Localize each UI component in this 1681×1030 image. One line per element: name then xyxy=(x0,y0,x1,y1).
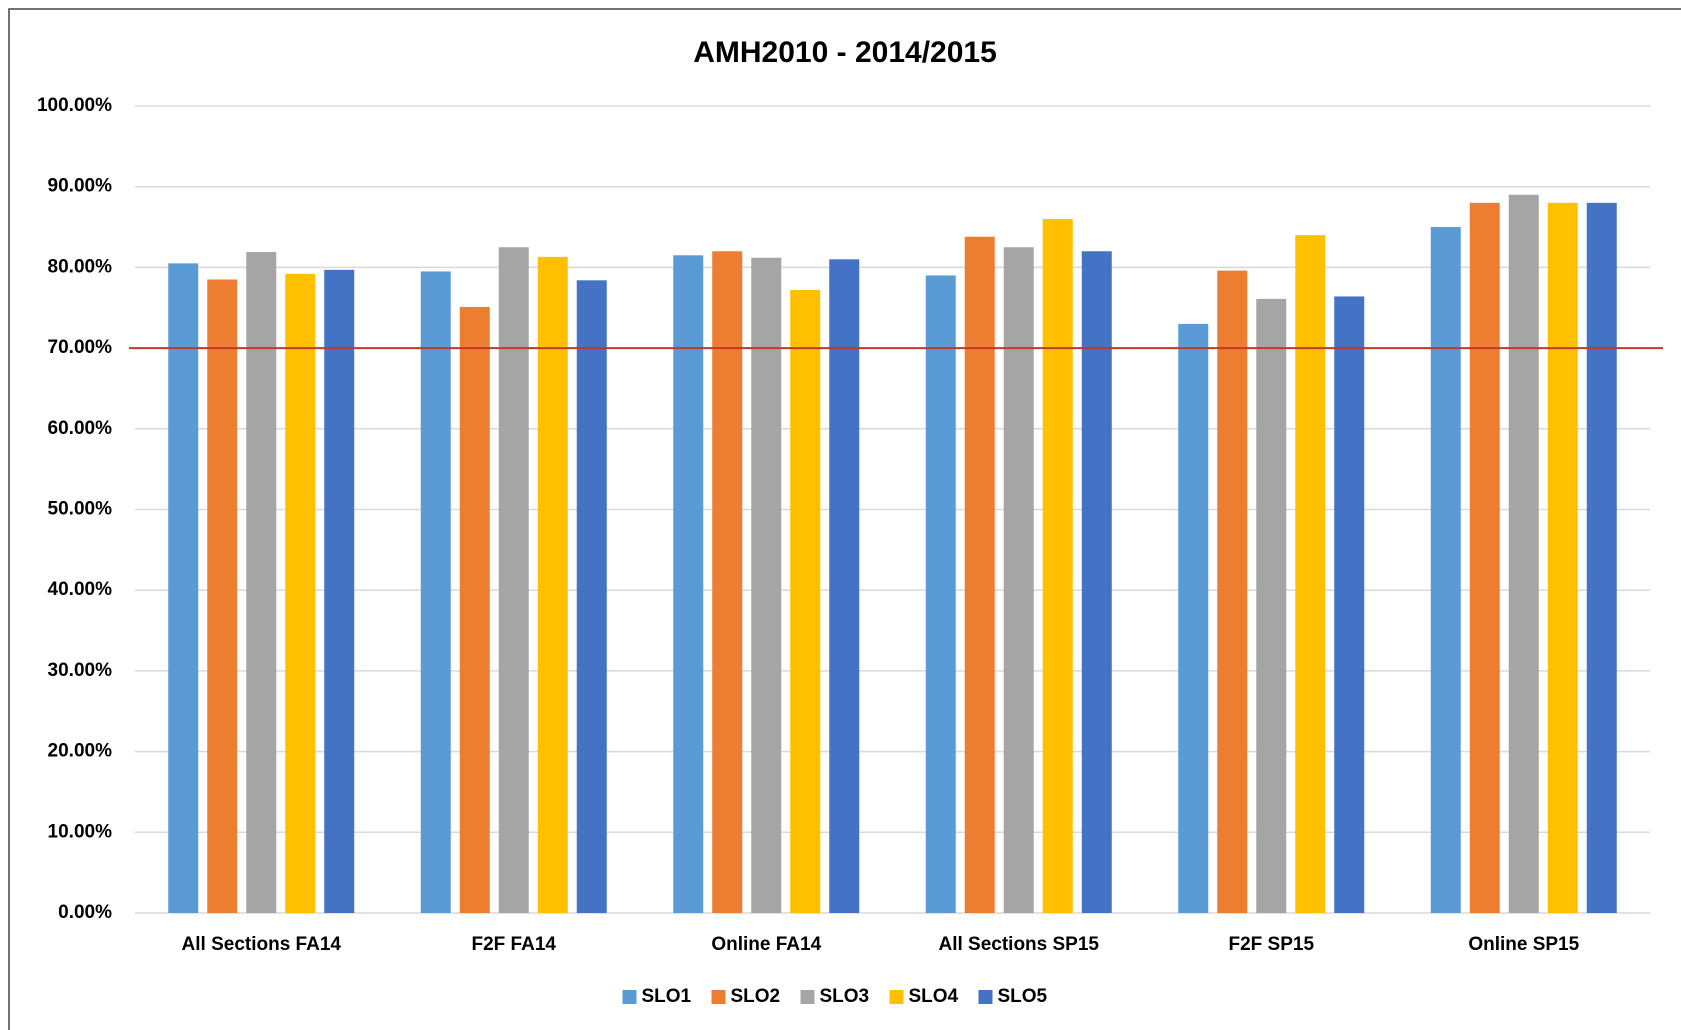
legend-label: SLO1 xyxy=(642,986,692,1007)
chart-title: AMH2010 - 2014/2015 xyxy=(693,36,997,69)
bar xyxy=(285,273,316,914)
bar xyxy=(1081,251,1112,913)
y-tick-label: 30.00% xyxy=(48,660,113,681)
legend-label: SLO4 xyxy=(909,986,959,1007)
legend-swatch xyxy=(889,990,904,1004)
bar xyxy=(1430,227,1461,914)
bar xyxy=(1547,202,1578,914)
legend-swatch xyxy=(622,990,637,1004)
bar xyxy=(751,257,782,913)
legend-label: SLO2 xyxy=(731,986,781,1007)
bar xyxy=(1003,247,1034,914)
bar xyxy=(324,269,355,913)
legend-swatch xyxy=(711,990,726,1004)
x-tick-label: All Sections FA14 xyxy=(182,934,342,955)
bar xyxy=(498,247,529,914)
bar xyxy=(1586,202,1617,914)
chart-border xyxy=(8,8,1681,1030)
bar xyxy=(1178,323,1209,913)
y-tick-label: 100.00% xyxy=(37,95,112,116)
bar xyxy=(673,255,704,914)
bar xyxy=(829,259,860,914)
bar xyxy=(459,306,490,913)
bar xyxy=(1334,296,1365,913)
y-tick-label: 20.00% xyxy=(48,741,113,762)
bar xyxy=(576,280,607,913)
bar xyxy=(925,275,956,914)
bar xyxy=(168,263,199,913)
bar xyxy=(537,256,568,913)
y-tick-label: 70.00% xyxy=(48,337,113,358)
bar xyxy=(1508,194,1539,913)
bar xyxy=(246,252,277,913)
y-tick-label: 40.00% xyxy=(48,579,113,600)
bar xyxy=(207,279,238,913)
legend-swatch xyxy=(978,990,993,1004)
y-tick-label: 90.00% xyxy=(48,176,113,197)
bar xyxy=(1217,270,1248,913)
y-tick-label: 10.00% xyxy=(48,821,113,842)
y-tick-label: 60.00% xyxy=(48,418,113,439)
legend-swatch xyxy=(800,990,815,1004)
y-tick-label: 0.00% xyxy=(58,902,112,923)
x-tick-label: All Sections SP15 xyxy=(938,934,1099,955)
bar xyxy=(1469,202,1500,914)
bar xyxy=(420,271,451,913)
bar xyxy=(712,251,743,913)
bar xyxy=(1256,298,1287,913)
x-tick-label: F2F SP15 xyxy=(1228,934,1314,955)
x-tick-label: F2F FA14 xyxy=(472,934,557,955)
bar xyxy=(1042,218,1073,914)
x-tick-label: Online SP15 xyxy=(1468,934,1579,955)
y-tick-label: 80.00% xyxy=(48,256,113,277)
legend-label: SLO5 xyxy=(998,986,1048,1007)
legend-label: SLO3 xyxy=(820,986,870,1007)
x-tick-label: Online FA14 xyxy=(711,934,821,955)
bar xyxy=(790,289,821,914)
bar xyxy=(1295,235,1326,913)
y-tick-label: 50.00% xyxy=(48,499,113,520)
bar xyxy=(964,236,995,913)
